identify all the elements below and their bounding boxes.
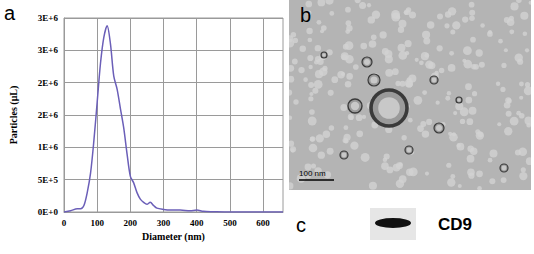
html-text:b: b xyxy=(300,4,312,26)
svg-text:Particles (μL): Particles (μL) xyxy=(8,86,20,145)
svg-text:300: 300 xyxy=(157,218,171,228)
svg-text:100 nm: 100 nm xyxy=(299,169,326,178)
svg-text:CD9: CD9 xyxy=(438,215,472,234)
svg-text:2E+6: 2E+6 xyxy=(38,78,59,88)
svg-text:400: 400 xyxy=(190,218,204,228)
svg-text:1E+6: 1E+6 xyxy=(38,142,59,152)
svg-text:0: 0 xyxy=(62,218,67,228)
svg-text:600: 600 xyxy=(256,218,270,228)
svg-text:500: 500 xyxy=(223,218,237,228)
svg-text:5E+5: 5E+5 xyxy=(38,175,59,185)
html-text:a: a xyxy=(4,2,16,24)
svg-text:2E+6: 2E+6 xyxy=(38,110,59,120)
svg-text:Diameter (nm): Diameter (nm) xyxy=(142,231,205,243)
svg-text:c: c xyxy=(296,214,306,236)
svg-text:200: 200 xyxy=(124,218,138,228)
svg-text:0E+0: 0E+0 xyxy=(38,207,59,217)
svg-text:3E+6: 3E+6 xyxy=(38,13,59,23)
svg-text:3E+6: 3E+6 xyxy=(38,45,59,55)
svg-text:100: 100 xyxy=(90,218,104,228)
